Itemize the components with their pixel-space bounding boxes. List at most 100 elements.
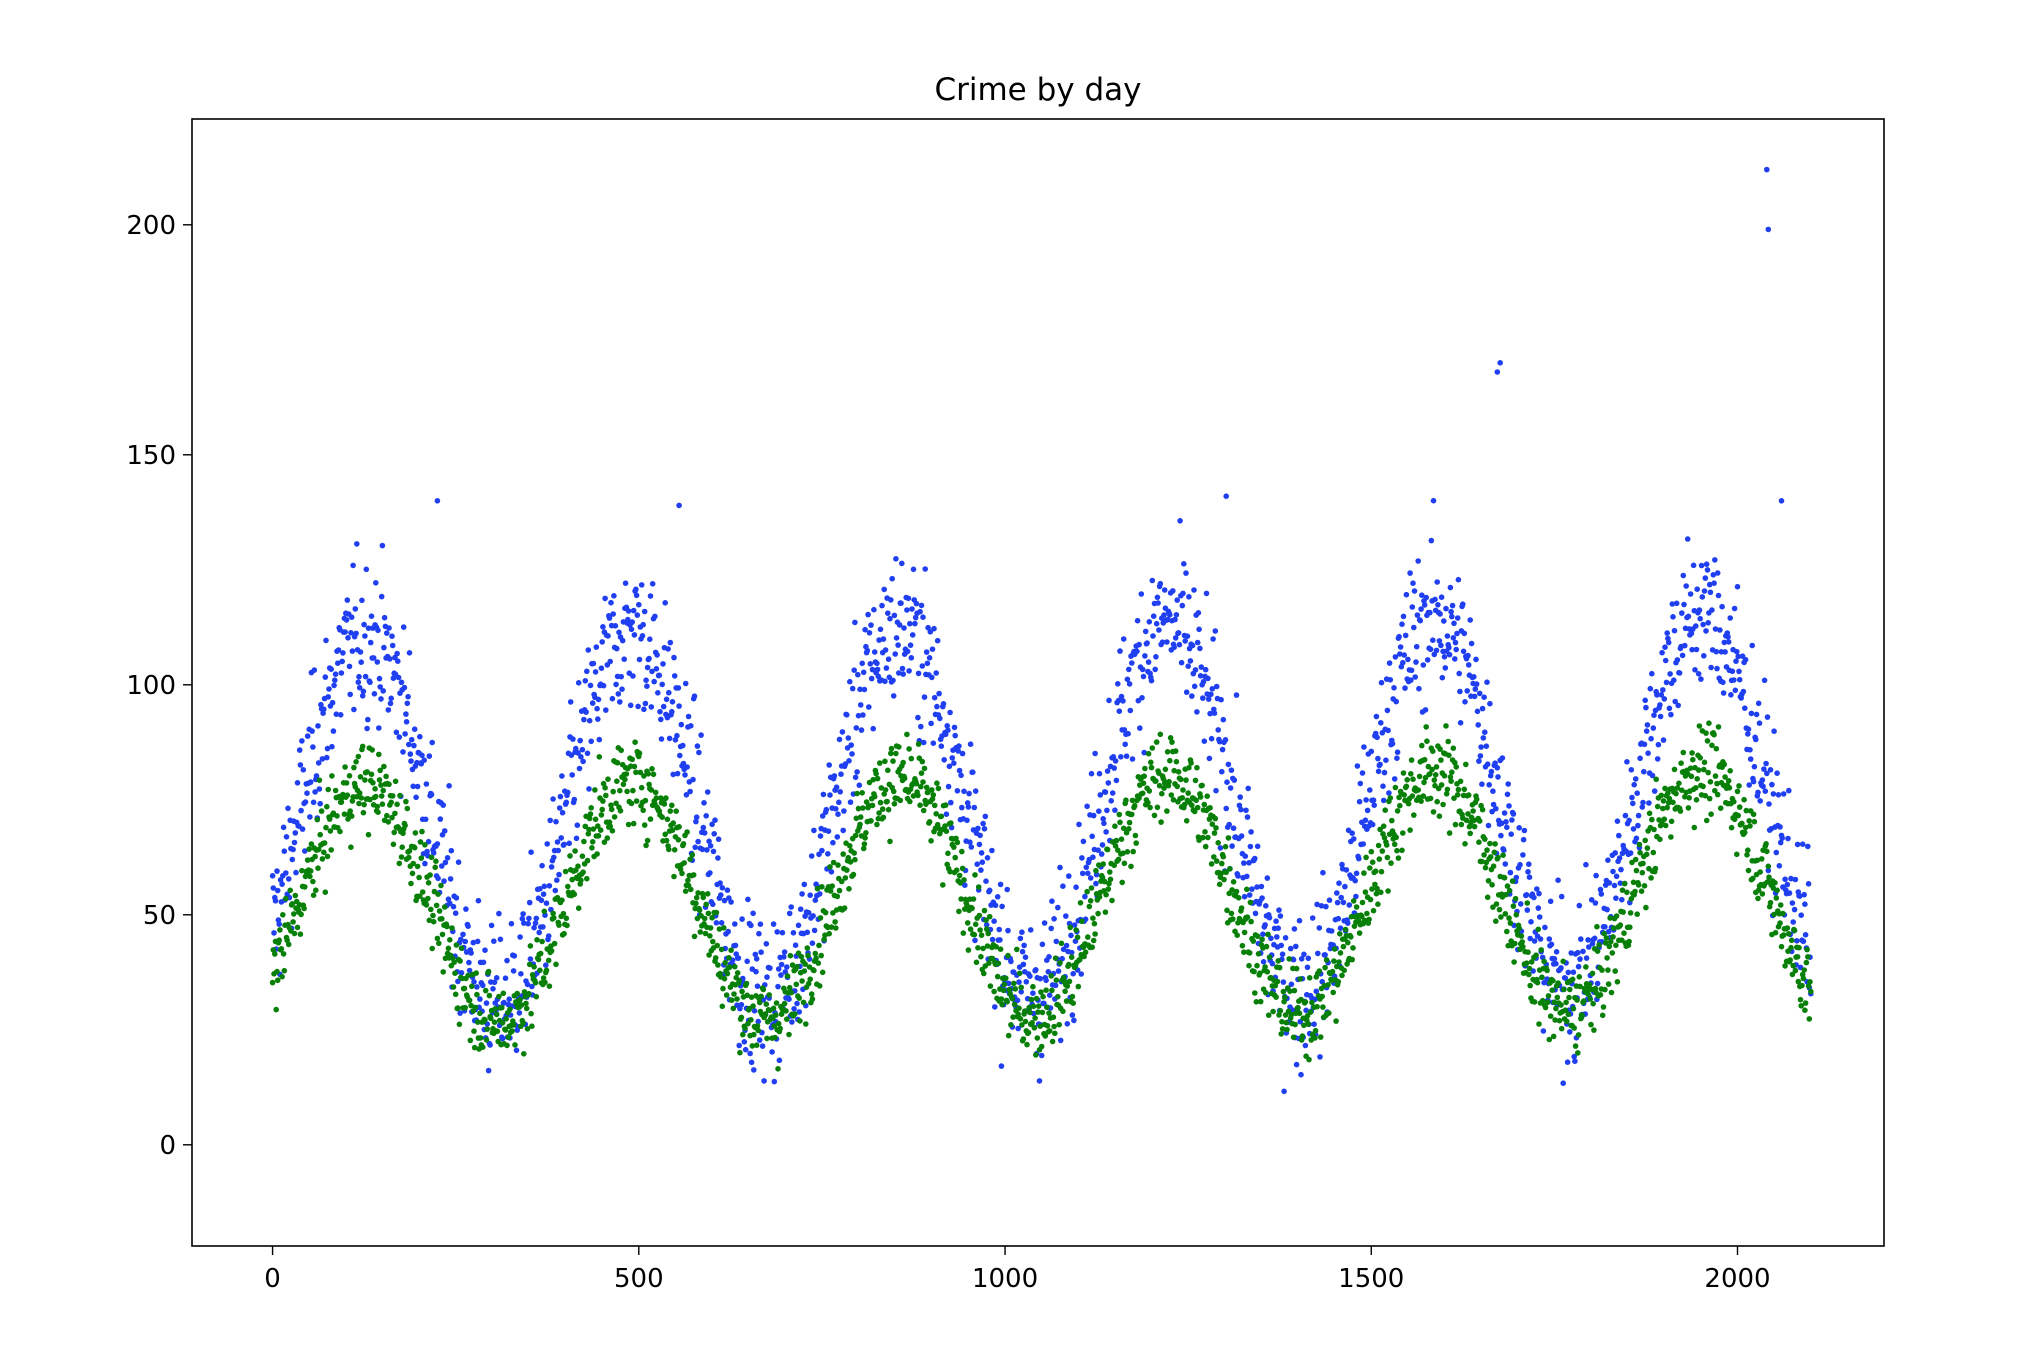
blue-data-point [1715,592,1722,599]
green-data-point [1009,995,1016,1002]
blue-data-point [1771,728,1777,734]
green-data-point [1538,947,1544,953]
green-data-point [1014,946,1020,953]
green-data-point [646,781,652,788]
blue-data-point [1537,936,1544,942]
blue-data-point [1703,561,1710,567]
blue-data-point [1794,841,1801,848]
green-data-point [1605,981,1612,987]
blue-data-point [1264,875,1271,881]
blue-data-point [1465,662,1472,668]
blue-data-point [1155,600,1161,606]
green-data-point [739,988,745,995]
green-data-point [1082,949,1089,955]
blue-data-point [989,847,995,854]
green-data-point [537,950,544,957]
green-data-point [317,831,324,838]
green-data-point [386,781,392,788]
blue-data-point [1742,656,1749,663]
blue-data-point [1083,864,1090,871]
blue-data-point [1702,575,1709,581]
blue-data-point [1471,674,1477,680]
green-data-point [1436,813,1443,819]
green-data-point [1372,868,1379,874]
green-data-point [629,756,635,763]
blue-data-point [555,847,561,854]
blue-data-point [1112,758,1119,764]
blue-data-point [970,769,976,775]
blue-data-point [781,949,788,955]
blue-data-point [769,1049,775,1055]
green-data-point [326,816,333,822]
blue-data-point [923,649,930,655]
green-data-point [1539,997,1546,1004]
green-data-point [1444,786,1451,793]
blue-data-point [1580,948,1586,955]
green-data-point [291,930,298,937]
blue-data-point [609,695,616,702]
green-data-point [1192,777,1199,784]
blue-data-point [612,623,619,629]
blue-data-point [1309,915,1316,921]
green-data-point [1281,998,1287,1005]
green-data-point [562,868,569,875]
green-data-point [1093,867,1099,874]
blue-data-point [1139,695,1145,701]
blue-data-point [924,660,931,667]
green-data-point [1091,920,1098,927]
blue-data-point [1238,833,1245,839]
blue-data-point [455,859,462,865]
green-data-point [677,866,684,872]
blue-data-point [425,838,432,845]
blue-data-point [1389,740,1396,747]
green-data-point [880,814,887,821]
blue-data-point [367,639,374,646]
green-data-point [324,803,330,810]
green-data-point [1641,883,1648,889]
blue-data-point [669,699,676,705]
green-data-point [323,824,329,831]
blue-data-point [525,920,531,927]
blue-data-point [1022,954,1029,960]
green-data-point [1004,998,1010,1005]
green-data-point [381,763,387,770]
blue-data-point [1019,948,1026,955]
blue-data-point [1246,860,1252,866]
green-data-point [1799,982,1805,989]
green-data-point [1533,952,1539,958]
green-data-point [873,770,879,777]
green-data-point [1431,777,1438,783]
blue-data-point [836,799,842,806]
green-data-point [904,731,910,738]
green-data-point [482,987,489,994]
green-data-point [1714,780,1720,787]
green-data-point [1803,959,1810,966]
green-data-point [998,996,1005,1002]
blue-data-point [651,678,657,685]
green-data-point [640,807,646,814]
blue-data-point [895,642,901,648]
blue-data-point [466,967,473,974]
blue-data-point [1627,850,1634,856]
blue-data-point [1291,926,1298,932]
blue-data-point [642,700,649,707]
blue-data-point [934,703,940,710]
green-data-point [1113,837,1120,844]
green-data-point [803,1021,809,1027]
green-data-point [1674,785,1681,791]
blue-data-point [1206,755,1213,762]
green-data-point [1247,899,1254,906]
green-data-point [1574,997,1580,1003]
green-data-point [1443,791,1450,797]
blue-data-point [1640,799,1646,806]
green-data-point [947,868,953,875]
blue-data-point [865,611,871,618]
blue-data-point [789,1019,795,1025]
green-data-point [1652,865,1659,872]
blue-data-point [526,915,532,922]
green-data-point [526,990,532,997]
blue-data-point [1575,949,1581,956]
blue-data-point [589,700,596,706]
green-data-point [1774,887,1780,894]
green-data-point [369,747,376,753]
